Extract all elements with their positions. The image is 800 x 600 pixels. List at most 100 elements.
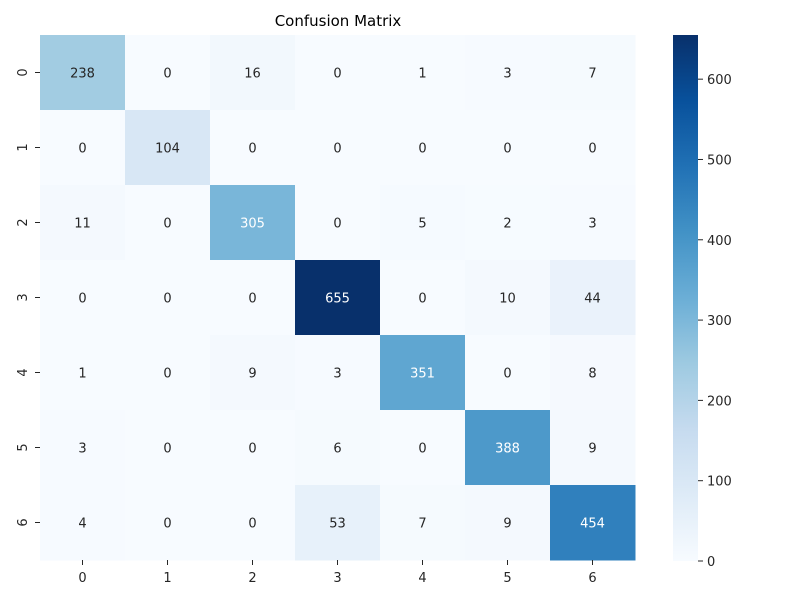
heatmap-cell-r2-c2 <box>210 185 296 261</box>
colorbar-tick-label-5: 500 <box>707 153 732 168</box>
cell-value-r6-c5: 9 <box>503 517 511 532</box>
heatmap-cell-r5-c6 <box>550 410 636 486</box>
cell-value-r5-c0: 3 <box>78 442 86 457</box>
heatmap-cell-r5-c2 <box>210 410 296 486</box>
cell-value-r2-c0: 11 <box>74 217 91 232</box>
heatmap-cell-r6-c4 <box>380 485 466 561</box>
cell-value-r6-c6: 454 <box>580 517 605 532</box>
cell-value-r4-c6: 8 <box>588 367 596 382</box>
cell-value-r4-c1: 0 <box>163 367 171 382</box>
colorbar <box>673 35 698 561</box>
heatmap-cell-r1-c2 <box>210 110 296 186</box>
heatmap-cells <box>40 35 636 561</box>
cell-value-r0-c2: 16 <box>244 67 261 82</box>
heatmap-cell-r6-c1 <box>125 485 211 561</box>
heatmap-cell-r4-c2 <box>210 335 296 411</box>
heatmap-cell-r1-c4 <box>380 110 466 186</box>
cell-value-r1-c3: 0 <box>333 142 341 157</box>
heatmap-cell-r4-c1 <box>125 335 211 411</box>
heatmap-cell-r0-c3 <box>295 35 381 111</box>
x-axis: 0 1 2 3 4 5 6 <box>78 560 597 586</box>
x-tick-label-0: 0 <box>78 571 86 586</box>
x-tick-label-6: 6 <box>588 571 596 586</box>
cell-value-r5-c6: 9 <box>588 442 596 457</box>
colorbar-tick-label-2: 200 <box>707 394 732 409</box>
y-tick-label-5: 5 <box>16 443 31 451</box>
heatmap-cell-r4-c3 <box>295 335 381 411</box>
heatmap-cell-r3-c3 <box>295 260 381 336</box>
y-tick-label-1: 1 <box>16 143 31 151</box>
cell-value-r2-c2: 305 <box>240 217 265 232</box>
heatmap-cell-r2-c5 <box>465 185 551 261</box>
heatmap-cell-r3-c5 <box>465 260 551 336</box>
heatmap-cell-r2-c0 <box>40 185 126 261</box>
chart-title: Confusion Matrix <box>275 12 402 30</box>
cell-value-r2-c5: 2 <box>503 217 511 232</box>
cell-value-r2-c6: 3 <box>588 217 596 232</box>
y-tick-label-6: 6 <box>16 518 31 526</box>
cell-value-r4-c2: 9 <box>248 367 256 382</box>
heatmap-cell-r0-c6 <box>550 35 636 111</box>
cell-value-r1-c1: 104 <box>155 142 180 157</box>
heatmap-cell-r6-c2 <box>210 485 296 561</box>
colorbar-tick-label-1: 100 <box>707 475 732 490</box>
x-tick-label-4: 4 <box>418 571 426 586</box>
cell-value-r3-c3: 655 <box>325 292 350 307</box>
cell-value-r3-c2: 0 <box>248 292 256 307</box>
heatmap-cell-r4-c4 <box>380 335 466 411</box>
heatmap-cell-r4-c0 <box>40 335 126 411</box>
heatmap-cell-r3-c2 <box>210 260 296 336</box>
cell-value-r6-c4: 7 <box>418 517 426 532</box>
cell-value-r3-c0: 0 <box>78 292 86 307</box>
cell-value-r3-c6: 44 <box>584 292 601 307</box>
y-tick-label-3: 3 <box>16 293 31 301</box>
x-tick-label-5: 5 <box>503 571 511 586</box>
heatmap-cell-r3-c1 <box>125 260 211 336</box>
cell-value-r1-c0: 0 <box>78 142 86 157</box>
cell-value-r1-c4: 0 <box>418 142 426 157</box>
heatmap-cell-r0-c0 <box>40 35 126 111</box>
colorbar-tick-label-0: 0 <box>707 555 715 570</box>
heatmap-cell-r6-c0 <box>40 485 126 561</box>
heatmap-cell-r4-c5 <box>465 335 551 411</box>
heatmap-cell-r2-c6 <box>550 185 636 261</box>
x-tick-label-2: 2 <box>248 571 256 586</box>
heatmap-cell-r5-c3 <box>295 410 381 486</box>
cell-value-r2-c4: 5 <box>418 217 426 232</box>
cell-value-r5-c2: 0 <box>248 442 256 457</box>
heatmap-cell-r3-c4 <box>380 260 466 336</box>
cell-value-r6-c0: 4 <box>78 517 86 532</box>
cell-value-r3-c4: 0 <box>418 292 426 307</box>
cell-value-r2-c1: 0 <box>163 217 171 232</box>
heatmap-cell-r0-c1 <box>125 35 211 111</box>
cell-value-r6-c2: 0 <box>248 517 256 532</box>
cell-value-r5-c1: 0 <box>163 442 171 457</box>
cell-value-r0-c6: 7 <box>588 67 596 82</box>
cell-value-r5-c3: 6 <box>333 442 341 457</box>
heatmap-cell-r3-c6 <box>550 260 636 336</box>
heatmap-cell-r0-c4 <box>380 35 466 111</box>
cell-value-r0-c4: 1 <box>418 67 426 82</box>
y-tick-label-2: 2 <box>16 218 31 226</box>
heatmap-cell-r5-c5 <box>465 410 551 486</box>
cell-value-r1-c5: 0 <box>503 142 511 157</box>
y-axis: 0 1 2 3 4 5 6 <box>16 68 40 527</box>
heatmap-cell-r1-c3 <box>295 110 381 186</box>
cell-value-r0-c5: 3 <box>503 67 511 82</box>
heatmap-cell-r1-c1 <box>125 110 211 186</box>
heatmap-cell-r0-c5 <box>465 35 551 111</box>
x-tick-label-3: 3 <box>333 571 341 586</box>
cell-value-r2-c3: 0 <box>333 217 341 232</box>
cell-value-r5-c4: 0 <box>418 442 426 457</box>
x-tick-label-1: 1 <box>163 571 171 586</box>
cell-value-r0-c1: 0 <box>163 67 171 82</box>
colorbar-tick-label-6: 600 <box>707 73 732 88</box>
heatmap-cell-r6-c5 <box>465 485 551 561</box>
heatmap-cell-r6-c6 <box>550 485 636 561</box>
cell-value-r5-c5: 388 <box>495 442 520 457</box>
heatmap-cell-r2-c4 <box>380 185 466 261</box>
cell-value-r0-c3: 0 <box>333 67 341 82</box>
heatmap-cell-r2-c3 <box>295 185 381 261</box>
heatmap-cell-r1-c0 <box>40 110 126 186</box>
